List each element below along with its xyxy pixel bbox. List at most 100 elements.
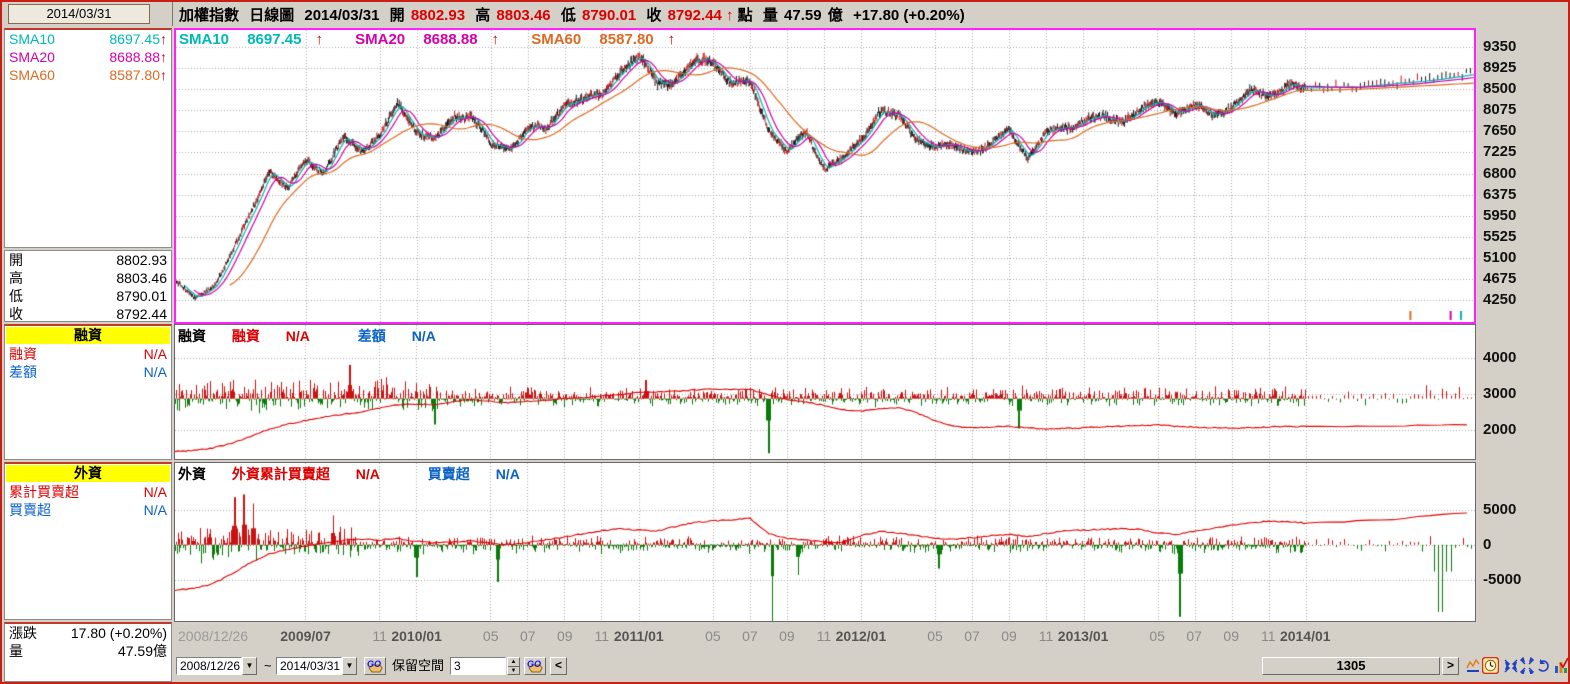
- low-row: 低 8790.01: [5, 287, 171, 305]
- start-date-dropdown-icon[interactable]: ▼: [242, 657, 257, 675]
- foreign-cum-row: 累計買賣超 N/A: [5, 483, 171, 501]
- x-axis-labels: 2008/12/26 2009/07 11 2010/01 05 07 09 11 2011/0…: [176, 626, 1476, 650]
- margin-label: 融資: [9, 346, 37, 362]
- range-tilde: ~: [264, 658, 272, 673]
- open-value: 8802.93: [410, 7, 466, 24]
- index-name: 加權指數: [179, 7, 240, 24]
- legend-sma10: SMA10 8697.45 ↑: [179, 31, 323, 48]
- y-axis-label: 6375: [1483, 185, 1517, 203]
- y-axis-label: 5525: [1483, 227, 1517, 245]
- margin-chart-panel: [174, 324, 1476, 460]
- bottom-toolbar: 2008/12/26 ▼ ~ 2014/03/31 ▼ GO 保留空間 3 ▲ …: [174, 654, 1568, 682]
- foreign-panel-title: 外資: [6, 465, 170, 482]
- x-axis-label: 05: [1149, 628, 1165, 644]
- spinner-up-icon[interactable]: ▲: [510, 659, 517, 665]
- sma60-row: SMA60 8587.80↑: [5, 66, 171, 84]
- low-value: 8790.01: [116, 288, 167, 304]
- high-value: 8803.46: [496, 7, 551, 24]
- expand-arrows-icon[interactable]: [1520, 657, 1534, 675]
- sma-panel: SMA10 8697.45↑ SMA20 8688.88↑ SMA60 8587…: [4, 28, 172, 248]
- margin-chart-canvas[interactable]: [175, 325, 1475, 459]
- up-arrow-icon: ↑: [160, 67, 167, 83]
- y-axis-label: 8500: [1483, 80, 1517, 98]
- x-axis-label: 11: [816, 628, 832, 644]
- foreign-net-label: 買賣超: [9, 502, 51, 518]
- x-axis-label: 2011/01: [613, 628, 664, 644]
- volume-row: 量 47.59億: [5, 642, 171, 660]
- up-arrow-icon: ↑: [491, 31, 500, 48]
- price-chart-canvas[interactable]: [176, 30, 1474, 322]
- y-axis-label: 2000: [1483, 420, 1517, 438]
- y-axis-label: 8925: [1483, 59, 1517, 77]
- y-axis-label: 9350: [1483, 38, 1517, 56]
- y-axis-label: 5000: [1483, 500, 1517, 518]
- svg-text:GO: GO: [527, 659, 541, 669]
- keep-space-spinner[interactable]: ▲ ▼: [507, 657, 520, 675]
- close-value: 8792.44: [667, 7, 722, 24]
- x-axis-label: 11: [1260, 628, 1276, 644]
- close-label: 收: [9, 306, 23, 322]
- x-axis-label: 11: [594, 628, 610, 644]
- low-label: 低: [9, 288, 23, 304]
- foreign-panel: 外資 累計買賣超 N/A 買賣超 N/A: [4, 462, 172, 620]
- close-value: 8792.44: [116, 306, 167, 322]
- sma10-row: SMA10 8697.45↑: [5, 30, 171, 48]
- end-date-dropdown-icon[interactable]: ▼: [342, 657, 357, 675]
- open-label: 開: [389, 7, 405, 24]
- keep-space-input[interactable]: 3: [450, 657, 506, 675]
- y-axis-label: 4250: [1483, 290, 1517, 308]
- undo-icon[interactable]: [1537, 657, 1551, 675]
- end-date-input[interactable]: 2014/03/31: [276, 657, 342, 675]
- collapse-arrows-icon[interactable]: [1504, 657, 1518, 675]
- y-axis-label: 3000: [1483, 384, 1517, 402]
- x-axis-label: 05: [927, 628, 943, 644]
- change-value: 17.80 (+0.20%): [70, 625, 167, 641]
- go-button-2[interactable]: GO: [524, 657, 546, 675]
- sma10-label: SMA10: [9, 31, 55, 47]
- spinner-down-icon[interactable]: ▼: [508, 666, 519, 675]
- margin-row: 融資 N/A: [5, 345, 171, 363]
- x-axis-label: 07: [1186, 628, 1202, 644]
- y-axis-label: 4675: [1483, 269, 1517, 287]
- clock-icon[interactable]: [1482, 657, 1499, 675]
- foreign-chart-panel: [174, 462, 1476, 622]
- go-button[interactable]: GO: [364, 657, 386, 675]
- scroll-left-button[interactable]: <: [550, 657, 567, 675]
- foreign-net-row: 買賣超 N/A: [5, 501, 171, 519]
- foreign-chart-canvas[interactable]: [175, 463, 1475, 621]
- low-label: 低: [560, 7, 576, 24]
- x-axis-label: 2009/07: [280, 628, 331, 644]
- close-label: 收: [646, 7, 662, 24]
- close-row: 收 8792.44: [5, 305, 171, 323]
- x-axis-label: 2010/01: [391, 628, 442, 644]
- margin-diff-legend-series: 差額 N/A: [357, 328, 436, 344]
- start-date-input[interactable]: 2008/12/26: [176, 657, 242, 675]
- header-date-box[interactable]: 2014/03/31: [8, 4, 150, 24]
- y-axis-label: 5100: [1483, 248, 1517, 266]
- go-hand-icon: GO: [527, 659, 543, 673]
- scrollbar-thumb[interactable]: 1305: [1262, 657, 1440, 675]
- volume-label: 量: [9, 643, 23, 659]
- sma60-label: SMA60: [9, 67, 55, 83]
- y-axis-label: 5950: [1483, 206, 1517, 224]
- legend-sma60: SMA60 8587.80 ↑: [531, 31, 676, 48]
- x-axis-label: 07: [742, 628, 758, 644]
- wave-chart-icon[interactable]: [1466, 657, 1480, 675]
- x-axis-label: 07: [519, 628, 536, 644]
- bar-chart-check-icon[interactable]: [1554, 657, 1568, 675]
- scroll-right-button[interactable]: >: [1442, 657, 1459, 675]
- x-axis-label: 2008/12/26: [178, 628, 249, 644]
- y-axis-label: 6800: [1483, 164, 1517, 182]
- low-value: 8790.01: [582, 7, 637, 24]
- foreign-net-value: N/A: [143, 502, 167, 518]
- price-chart-legend: SMA10 8697.45 ↑ SMA20 8688.88 ↑ SMA60 8587…: [179, 31, 703, 48]
- change-label: 漲跌: [9, 625, 37, 641]
- foreign-net-legend-series: 買賣超 N/A: [427, 466, 520, 482]
- y-axis-label: 7225: [1483, 143, 1517, 161]
- margin-diff-value: N/A: [143, 364, 167, 380]
- up-arrow-icon: ↑: [726, 7, 734, 24]
- foreign-cum-label: 累計買賣超: [9, 484, 79, 500]
- y-axis-label: -5000: [1483, 570, 1522, 588]
- title-line: 加權指數 日線圖 2014/03/31 開 8802.93 高 8803.46 …: [179, 4, 971, 25]
